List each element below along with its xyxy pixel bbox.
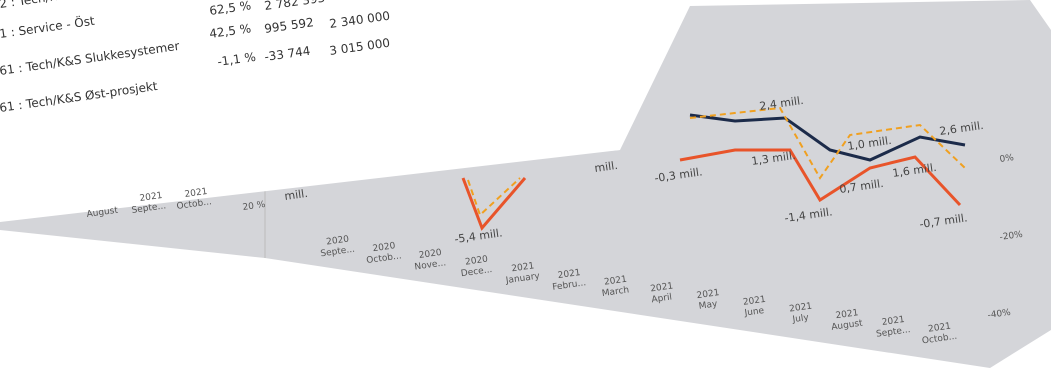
data-label: mill. bbox=[594, 159, 619, 175]
line-navy bbox=[689, 113, 966, 162]
x-label: 2021 bbox=[835, 308, 859, 321]
row-value: -33 744 bbox=[263, 44, 311, 64]
data-label: mill. bbox=[284, 187, 309, 203]
x-label: 2021 bbox=[603, 275, 627, 288]
x-label: March bbox=[601, 285, 630, 299]
table-card bbox=[0, 0, 620, 222]
line-orange bbox=[461, 177, 527, 231]
data-label: 2,6 mill. bbox=[939, 119, 985, 138]
x-label: June bbox=[743, 306, 765, 319]
x-label: 2021 bbox=[881, 315, 905, 328]
row-value: 42,5 % bbox=[208, 21, 251, 41]
x-label: May bbox=[698, 299, 718, 312]
row-value: -1,1 % bbox=[216, 50, 256, 69]
x-label: August bbox=[831, 319, 864, 333]
x-label: 2021 bbox=[511, 261, 535, 274]
x-label: 2021 bbox=[696, 288, 720, 301]
line-dashed bbox=[689, 106, 966, 180]
x-label: Septe... bbox=[131, 201, 167, 216]
x-label: Febru... bbox=[552, 278, 587, 293]
x-label: August bbox=[86, 206, 119, 220]
x-label: April bbox=[651, 293, 673, 306]
x-label: 2021 bbox=[742, 295, 766, 308]
x-label: Octob... bbox=[921, 332, 957, 347]
data-label: 1,6 mill. bbox=[892, 161, 938, 180]
x-label: 2021 bbox=[557, 268, 581, 281]
axis-label: -20% bbox=[999, 230, 1024, 243]
x-label: Septe... bbox=[875, 325, 911, 340]
x-label: 2020 bbox=[372, 241, 396, 254]
x-label: January bbox=[504, 271, 541, 286]
x-label: Nove... bbox=[414, 258, 447, 272]
axis-label: 20 % bbox=[242, 200, 266, 213]
x-label: Dece... bbox=[460, 265, 493, 279]
x-label: July bbox=[791, 313, 810, 325]
x-label: 2020 bbox=[418, 248, 442, 261]
x-label: Septe... bbox=[320, 245, 356, 260]
x-label: Octob... bbox=[176, 197, 212, 212]
x-label: 2021 bbox=[184, 187, 208, 200]
line-orange bbox=[679, 148, 962, 207]
x-label: 2021 bbox=[650, 281, 674, 294]
x-label: 2021 bbox=[789, 301, 813, 314]
data-label: 2,4 mill. bbox=[759, 94, 805, 113]
row-value: 995 592 bbox=[263, 15, 314, 36]
line-dashed bbox=[467, 177, 521, 217]
data-label: 0,7 mill. bbox=[839, 177, 885, 196]
x-label: 2021 bbox=[928, 322, 952, 335]
data-label: 1,0 mill. bbox=[847, 134, 893, 153]
x-label: 2020 bbox=[465, 255, 489, 268]
row-label: 2 : Tech/K&S bbox=[0, 0, 75, 11]
row-value: 62,5 % bbox=[208, 0, 251, 18]
x-label: 2021 bbox=[139, 191, 163, 204]
x-label: 2020 bbox=[326, 234, 350, 247]
x-label: Octob... bbox=[366, 251, 402, 266]
data-label: 1,3 mill. bbox=[751, 149, 797, 168]
axis-label: -40% bbox=[987, 308, 1012, 321]
axis-label: 0% bbox=[999, 153, 1015, 165]
